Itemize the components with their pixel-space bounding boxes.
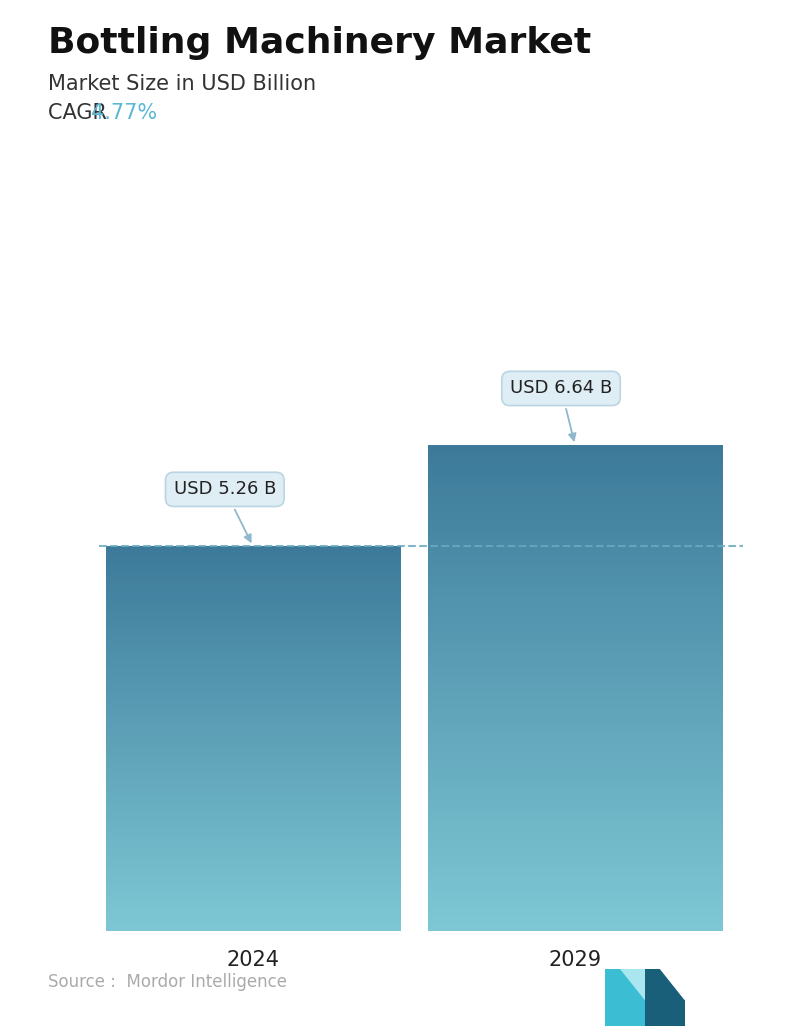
Text: Source :  Mordor Intelligence: Source : Mordor Intelligence: [48, 973, 287, 991]
Polygon shape: [645, 969, 685, 1026]
Polygon shape: [660, 969, 709, 1000]
Polygon shape: [605, 969, 645, 1026]
Text: Market Size in USD Billion: Market Size in USD Billion: [48, 74, 316, 94]
Text: Bottling Machinery Market: Bottling Machinery Market: [48, 26, 591, 60]
Polygon shape: [620, 969, 669, 1000]
Text: USD 6.64 B: USD 6.64 B: [510, 379, 612, 440]
Text: USD 5.26 B: USD 5.26 B: [174, 481, 276, 542]
Text: 4.77%: 4.77%: [91, 103, 157, 123]
Text: CAGR: CAGR: [48, 103, 113, 123]
